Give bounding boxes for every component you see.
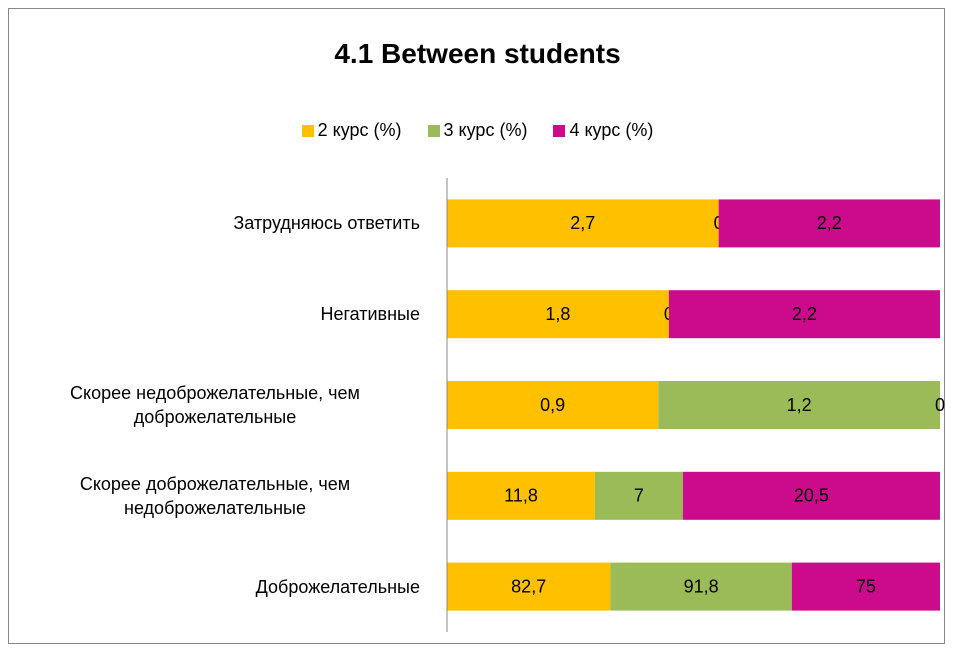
legend: 2 курс (%) 3 курс (%) 4 курс (%) (0, 120, 955, 141)
y-tick-label: Негативные (10, 302, 420, 326)
bar-segment (447, 199, 719, 248)
bar-segment (610, 562, 792, 611)
category-text: Доброжелательные (255, 576, 420, 597)
bar-segment (447, 381, 659, 429)
data-label: 2,7 (570, 213, 595, 233)
legend-swatch (553, 124, 566, 137)
bar-segment (682, 471, 940, 520)
legend-label: 2 курс (%) (317, 120, 402, 140)
data-label: 2,2 (792, 304, 817, 324)
data-label: 2,2 (817, 213, 842, 233)
data-label: 11,8 (504, 486, 538, 506)
data-label: 1,8 (545, 304, 570, 324)
legend-item: 3 курс (%) (427, 120, 528, 141)
category-text: Скорее доброжелательные, чем недоброжела… (79, 473, 351, 518)
data-label: 91,8 (684, 576, 719, 596)
data-label: 0,9 (540, 395, 565, 415)
bar-segment (447, 562, 611, 611)
data-label: 7 (634, 486, 644, 506)
data-label: 82,7 (511, 576, 546, 596)
bar-segment (658, 381, 940, 429)
data-label: 75 (856, 576, 876, 596)
legend-label: 3 курс (%) (443, 120, 528, 140)
category-text: Негативные (320, 304, 420, 325)
category-text: Скорее недоброжелательные, чем доброжела… (70, 383, 360, 427)
bar-segment (595, 471, 683, 520)
y-tick-label: Скорее недоброжелательные, чем доброжела… (10, 381, 420, 429)
category-text: Затрудняюсь ответить (233, 213, 420, 234)
chart-frame (8, 8, 945, 644)
legend-label: 4 курс (%) (569, 120, 654, 140)
chart-title: 4.1 Between students (334, 38, 621, 69)
legend-swatch (427, 124, 440, 137)
bar-segment (447, 290, 669, 339)
data-label: 1,2 (787, 395, 812, 415)
legend-item: 2 курс (%) (301, 120, 402, 141)
legend-swatch (301, 124, 314, 137)
data-label: 20,5 (794, 486, 829, 506)
bar-segment (668, 290, 940, 339)
y-tick-label: Доброжелательные (10, 575, 420, 599)
bar-segment (447, 471, 596, 520)
legend-item: 4 курс (%) (553, 120, 653, 141)
y-tick-label: Скорее доброжелательные, чем недоброжела… (10, 472, 420, 520)
bar-segment (718, 199, 940, 248)
y-tick-label: Затрудняюсь ответить (10, 211, 420, 235)
data-label: 0 (935, 395, 945, 415)
bar-segment (791, 562, 940, 611)
